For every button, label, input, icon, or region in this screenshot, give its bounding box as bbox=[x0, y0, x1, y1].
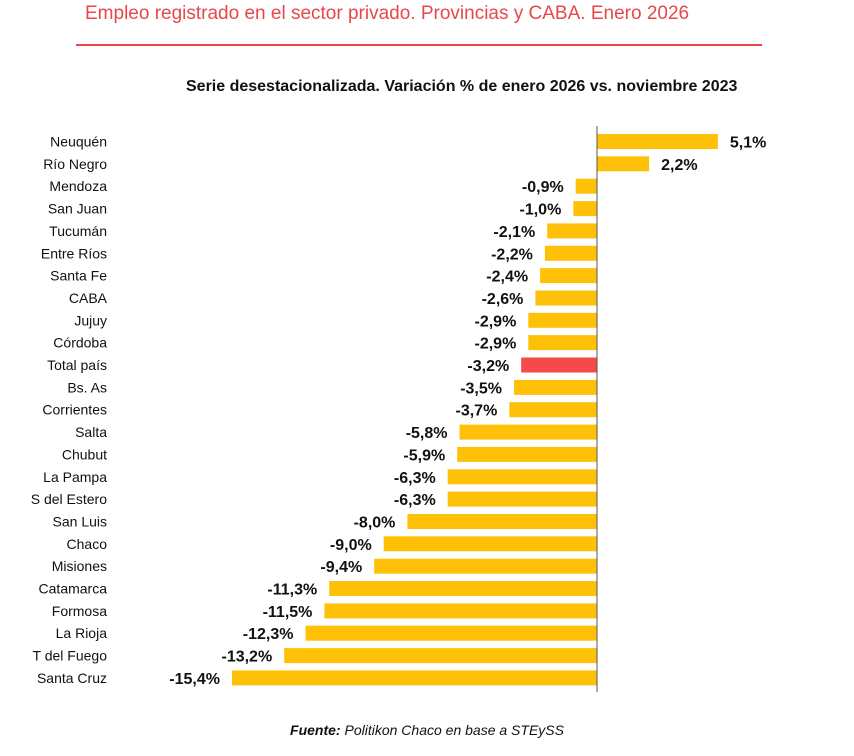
bar-s-del-estero bbox=[447, 491, 597, 507]
source-note: Fuente: Politikon Chaco en base a STEySS bbox=[0, 722, 854, 738]
bar-santa-cruz bbox=[232, 670, 597, 686]
bar-la-pampa bbox=[447, 469, 597, 485]
category-label-la-pampa: La Pampa bbox=[43, 469, 107, 485]
bar-catamarca bbox=[329, 581, 597, 596]
bar-t-del-fuego bbox=[284, 648, 597, 664]
bar-entre-rios bbox=[544, 245, 597, 261]
value-label-bs-as: -3,5% bbox=[460, 380, 502, 397]
bar-caba bbox=[535, 290, 597, 306]
category-label-chaco: Chaco bbox=[67, 536, 108, 552]
value-label-neuquen: 5,1% bbox=[730, 135, 766, 152]
category-label-total-pais: Total país bbox=[47, 357, 107, 373]
category-label-santa-fe: Santa Fe bbox=[50, 268, 107, 284]
category-label-misiones: Misiones bbox=[52, 558, 107, 574]
category-label-corrientes: Corrientes bbox=[42, 402, 107, 418]
value-label-t-del-fuego: -13,2% bbox=[221, 649, 272, 666]
value-label-tucuman: -2,1% bbox=[493, 224, 535, 241]
value-label-corrientes: -3,7% bbox=[456, 403, 498, 420]
category-label-caba: CABA bbox=[69, 290, 108, 306]
value-label-san-juan: -1,0% bbox=[520, 202, 562, 219]
category-label-bs-as: Bs. As bbox=[67, 379, 107, 395]
category-label-neuquen: Neuquén bbox=[50, 134, 107, 150]
bar-neuquen bbox=[597, 134, 718, 149]
category-label-formosa: Formosa bbox=[52, 603, 107, 619]
value-label-misiones: -9,4% bbox=[320, 559, 362, 576]
chart-title: Empleo registrado en el sector privado. … bbox=[85, 3, 690, 24]
value-label-santa-cruz: -15,4% bbox=[169, 671, 220, 688]
category-label-san-juan: San Juan bbox=[48, 201, 107, 217]
value-label-formosa: -11,5% bbox=[263, 604, 313, 621]
source-label: Fuente: bbox=[290, 722, 341, 738]
category-label-chubut: Chubut bbox=[62, 446, 107, 462]
value-label-salta: -5,8% bbox=[406, 425, 448, 442]
category-label-rio-negro: Río Negro bbox=[43, 156, 107, 172]
value-label-rio-negro: 2,2% bbox=[661, 157, 697, 174]
value-label-chaco: -9,0% bbox=[330, 537, 372, 554]
bar-chubut bbox=[457, 446, 597, 462]
category-label-tucuman: Tucumán bbox=[49, 223, 107, 239]
bar-salta bbox=[459, 424, 597, 440]
category-label-mendoza: Mendoza bbox=[49, 178, 107, 194]
value-label-s-del-estero: -6,3% bbox=[394, 492, 436, 509]
source-text: Politikon Chaco en base a STEySS bbox=[340, 722, 564, 738]
category-label-san-luis: San Luis bbox=[53, 514, 107, 530]
bar-santa-fe bbox=[540, 268, 597, 284]
category-label-catamarca: Catamarca bbox=[39, 581, 108, 597]
bar-misiones bbox=[374, 558, 597, 574]
category-label-entre-rios: Entre Ríos bbox=[41, 245, 107, 261]
bar-jujuy bbox=[528, 312, 597, 328]
value-label-catamarca: -11,3% bbox=[267, 582, 317, 599]
value-label-mendoza: -0,9% bbox=[522, 179, 564, 196]
bar-san-juan bbox=[573, 201, 597, 217]
bar-san-luis bbox=[407, 514, 597, 529]
title-divider bbox=[76, 44, 762, 46]
category-label-cordoba: Córdoba bbox=[53, 335, 107, 351]
value-label-la-rioja: -12,3% bbox=[243, 626, 294, 643]
category-label-la-rioja: La Rioja bbox=[56, 625, 108, 641]
value-label-entre-rios: -2,2% bbox=[491, 246, 533, 263]
value-label-san-luis: -8,0% bbox=[354, 515, 396, 532]
bar-corrientes bbox=[509, 402, 597, 418]
category-label-santa-cruz: Santa Cruz bbox=[37, 670, 107, 686]
value-label-cordoba: -2,9% bbox=[475, 336, 517, 353]
bar-formosa bbox=[324, 603, 597, 619]
bar-tucuman bbox=[547, 223, 597, 239]
value-label-santa-fe: -2,4% bbox=[486, 269, 528, 286]
value-label-la-pampa: -6,3% bbox=[394, 470, 436, 487]
bar-mendoza bbox=[575, 178, 597, 194]
bar-la-rioja bbox=[305, 625, 597, 641]
category-label-salta: Salta bbox=[75, 424, 107, 440]
bar-cordoba bbox=[528, 335, 597, 351]
category-label-s-del-estero: S del Estero bbox=[31, 491, 107, 507]
bar-bs-as bbox=[514, 379, 597, 395]
category-label-t-del-fuego: T del Fuego bbox=[33, 648, 108, 664]
chart-subtitle: Serie desestacionalizada. Variación % de… bbox=[186, 78, 738, 95]
value-label-total-pais: -3,2% bbox=[467, 358, 509, 375]
value-label-caba: -2,6% bbox=[482, 291, 524, 308]
bar-total-pais bbox=[521, 357, 597, 373]
bar-rio-negro bbox=[597, 156, 650, 172]
category-label-jujuy: Jujuy bbox=[74, 312, 107, 328]
bar-chaco bbox=[383, 536, 597, 552]
value-label-chubut: -5,9% bbox=[403, 447, 445, 464]
value-label-jujuy: -2,9% bbox=[475, 313, 517, 330]
